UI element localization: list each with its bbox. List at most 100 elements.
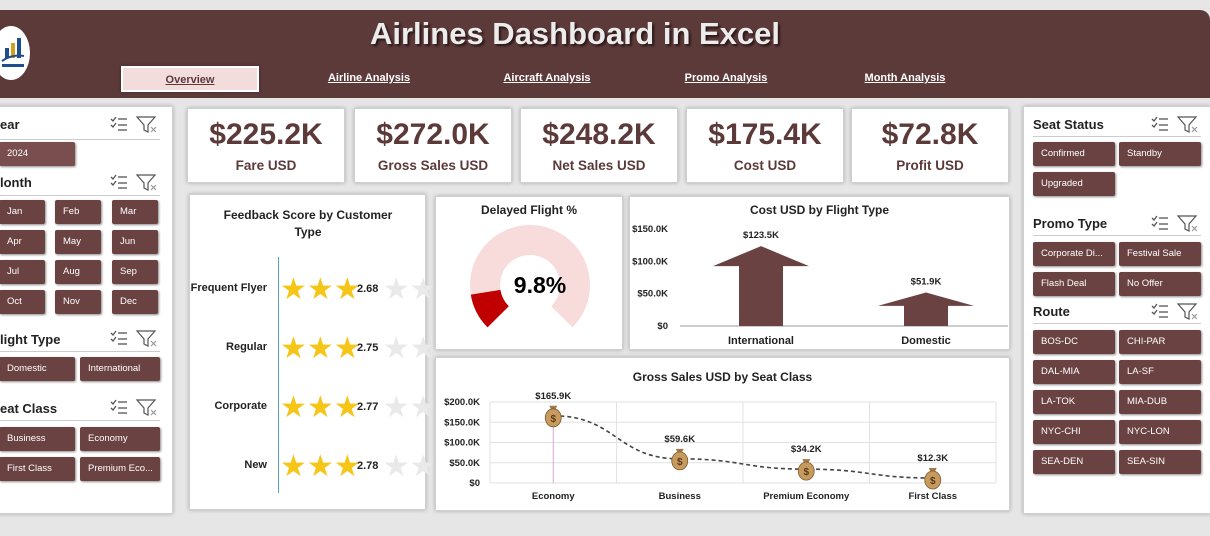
feedback-category-label: New: [244, 459, 267, 471]
series-line: [553, 415, 933, 479]
slicer-item-2024[interactable]: 2024: [0, 142, 75, 166]
slicer-icons-year: [110, 116, 157, 133]
dashboard-header: Airlines Dashboard in Excel Overview Air…: [0, 10, 1210, 98]
svg-text:$: $: [803, 467, 809, 478]
clear-filter-icon[interactable]: [1176, 116, 1198, 133]
nav-month-analysis[interactable]: Month Analysis: [864, 72, 946, 84]
clear-filter-icon[interactable]: [135, 174, 157, 191]
kpi-value: $72.8K: [881, 118, 979, 151]
slicer-item-international[interactable]: International: [80, 357, 160, 381]
slicer-item-chi-par[interactable]: CHI-PAR: [1119, 330, 1201, 354]
star-icon: ★: [280, 273, 307, 306]
y-tick-label: $0: [657, 321, 668, 332]
dashboard-title: Airlines Dashboard in Excel: [369, 16, 781, 51]
slicer-item-domestic[interactable]: Domestic: [0, 357, 75, 381]
nav-overview[interactable]: Overview: [121, 66, 259, 92]
multi-select-icon[interactable]: [1151, 215, 1168, 230]
feedback-row: Corporate ★★★ ★★ 2.77: [190, 388, 436, 428]
slicer-item-nyc-chi[interactable]: NYC-CHI: [1033, 420, 1115, 444]
data-label: $165.9K: [535, 391, 571, 402]
slicer-item-nov[interactable]: Nov: [55, 290, 101, 314]
kpi-value: $225.2K: [209, 118, 323, 151]
slicer-item-sea-sin[interactable]: SEA-SIN: [1119, 450, 1201, 474]
clear-filter-icon[interactable]: [135, 116, 157, 133]
slicer-item-corporate-discount[interactable]: Corporate Di...: [1033, 242, 1115, 266]
slicer-item-economy[interactable]: Economy: [80, 427, 160, 451]
y-tick-label: $100.0K: [444, 438, 480, 449]
feedback-category-label: Frequent Flyer: [190, 282, 267, 294]
slicer-item-jun[interactable]: Jun: [112, 230, 158, 254]
y-tick-label: $200.0K: [444, 397, 480, 408]
slicer-item-dec[interactable]: Dec: [112, 290, 158, 314]
kpi-value: $248.2K: [542, 118, 656, 151]
slicer-item-sea-den[interactable]: SEA-DEN: [1033, 450, 1115, 474]
multi-select-icon[interactable]: [110, 330, 127, 345]
slicer-item-business[interactable]: Business: [0, 427, 75, 451]
slicer-item-apr[interactable]: Apr: [0, 230, 45, 254]
kpi-fare: $225.2K Fare USD: [187, 108, 345, 183]
clear-filter-icon[interactable]: [135, 399, 157, 416]
clear-filter-icon[interactable]: [135, 330, 157, 347]
nav-airline-analysis[interactable]: Airline Analysis: [327, 72, 411, 84]
y-tick-label: $100.0K: [632, 256, 668, 267]
slicer-item-dal-mia[interactable]: DAL-MIA: [1033, 360, 1115, 384]
slicer-item-premium-economy[interactable]: Premium Eco...: [80, 457, 160, 481]
star-icon: ★: [280, 332, 307, 365]
clear-filter-icon[interactable]: [1176, 215, 1198, 232]
slicer-item-la-tok[interactable]: LA-TOK: [1033, 390, 1115, 414]
category-label: Premium Economy: [763, 491, 850, 502]
star-icon: ★: [409, 391, 437, 424]
multi-select-icon[interactable]: [1151, 116, 1168, 131]
cost-flight-type-panel: Cost USD by Flight Type $0 $50.0K $100.0K $…: [629, 196, 1010, 350]
category-label: International: [728, 335, 794, 347]
kpi-value: $175.4K: [708, 118, 822, 151]
slicer-item-no-offer[interactable]: No Offer: [1119, 272, 1201, 296]
y-tick-label: $50.0K: [449, 458, 480, 469]
y-tick-label: $50.0K: [637, 289, 668, 300]
multi-select-icon[interactable]: [110, 174, 127, 189]
slicer-item-first-class[interactable]: First Class: [0, 457, 75, 481]
feedback-value: 2.75: [357, 342, 379, 354]
star-icon: ★: [409, 332, 437, 365]
feedback-value: 2.77: [357, 401, 379, 413]
money-bag-icon: $: [924, 468, 942, 490]
slicer-item-upgraded[interactable]: Upgraded: [1033, 172, 1115, 196]
slicer-title-promo-type: Promo Type: [1033, 216, 1108, 231]
slicer-item-feb[interactable]: Feb: [55, 200, 101, 224]
feedback-axis: [278, 257, 279, 493]
slicer-item-la-sf[interactable]: LA-SF: [1119, 360, 1201, 384]
multi-select-icon[interactable]: [1151, 303, 1168, 318]
category-label: Economy: [532, 491, 575, 502]
feedback-row: New ★★★ ★★ 2.78: [190, 447, 436, 487]
slicer-item-jan[interactable]: Jan: [0, 200, 45, 224]
slicer-item-standby[interactable]: Standby: [1119, 142, 1201, 166]
star-icon: ★: [382, 391, 410, 424]
slicer-item-oct[interactable]: Oct: [0, 290, 45, 314]
slicer-item-mia-dub[interactable]: MIA-DUB: [1119, 390, 1201, 414]
feedback-chart-panel: Feedback Score by Customer Type Frequent…: [189, 194, 437, 510]
slicer-item-may[interactable]: May: [55, 230, 101, 254]
slicer-item-mar[interactable]: Mar: [112, 200, 158, 224]
star-icon: ★: [306, 391, 334, 424]
nav-aircraft-analysis[interactable]: Aircraft Analysis: [503, 72, 591, 84]
slicer-item-aug[interactable]: Aug: [55, 260, 101, 284]
slicer-item-confirmed[interactable]: Confirmed: [1033, 142, 1115, 166]
gauge-fill: [470, 289, 509, 328]
multi-select-icon[interactable]: [110, 116, 127, 131]
star-icon: ★: [333, 273, 361, 306]
slicer-item-festival-sale[interactable]: Festival Sale: [1119, 242, 1201, 266]
star-icon: ★: [382, 450, 410, 483]
multi-select-icon[interactable]: [110, 399, 127, 414]
slicer-item-jul[interactable]: Jul: [0, 260, 45, 284]
slicer-item-nyc-lon[interactable]: NYC-LON: [1119, 420, 1201, 444]
star-icon: ★: [382, 273, 410, 306]
clear-filter-icon[interactable]: [1176, 303, 1198, 320]
slicer-item-sep[interactable]: Sep: [112, 260, 158, 284]
slicer-item-bos-dc[interactable]: BOS-DC: [1033, 330, 1115, 354]
star-icon: ★: [333, 391, 361, 424]
slicer-title-year: ear: [0, 117, 20, 132]
slicer-item-flash-deal[interactable]: Flash Deal: [1033, 272, 1115, 296]
kpi-label: Cost USD: [733, 158, 797, 173]
kpi-gross-sales: $272.0K Gross Sales USD: [354, 108, 512, 183]
nav-promo-analysis[interactable]: Promo Analysis: [684, 72, 768, 84]
